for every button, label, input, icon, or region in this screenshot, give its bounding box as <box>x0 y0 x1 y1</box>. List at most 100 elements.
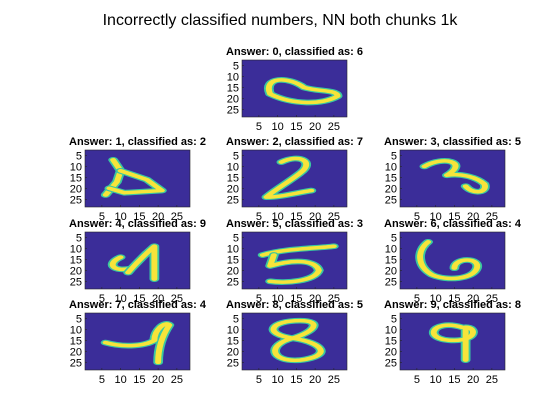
y-tick-label: 10 <box>385 324 397 336</box>
digit-panel-1: Answer: 1, classified as: 25 10 15 20 255101… <box>69 136 206 223</box>
y-tick-label: 20 <box>227 183 239 195</box>
digit-panel-9: Answer: 9, classified as: 85 10 15 20 255101… <box>384 299 521 386</box>
y-tick-label: 20 <box>385 346 397 358</box>
digit-stroke <box>106 169 165 195</box>
x-tick-label: 10 <box>115 374 127 386</box>
digit-image <box>257 243 339 285</box>
x-tick-label: 20 <box>152 374 164 386</box>
x-tick-label: 25 <box>328 293 340 305</box>
x-tick-label: 25 <box>328 211 340 223</box>
y-tick-label: 15 <box>70 172 82 184</box>
digit-panel-5: Answer: 5, classified as: 35 10 15 20 255101… <box>226 218 363 305</box>
y-tick-label: 5 <box>233 150 239 162</box>
x-tick-label: 10 <box>272 374 284 386</box>
digit-image <box>100 321 175 366</box>
x-tick-label: 25 <box>486 374 498 386</box>
y-tick-label: 10 <box>227 71 239 83</box>
x-tick-label: 25 <box>171 293 183 305</box>
y-tick-label: 10 <box>385 161 397 173</box>
x-tick-label: 15 <box>133 293 145 305</box>
digit-image <box>263 77 343 106</box>
x-tick-label: 10 <box>272 293 284 305</box>
x-tick-label: 10 <box>272 121 284 133</box>
y-tick-label: 20 <box>70 346 82 358</box>
digit-stroke <box>263 156 315 199</box>
y-tick-label: 20 <box>385 183 397 195</box>
x-tick-label: 20 <box>152 211 164 223</box>
digit-image <box>100 157 167 198</box>
x-tick-label: 15 <box>133 211 145 223</box>
digit-panel-4: Answer: 4, classified as: 95 10 15 20 255101… <box>69 218 206 305</box>
panel-frame <box>241 59 348 118</box>
panel-title: Answer: 3, classified as: 5 <box>384 136 521 148</box>
panel-title: Answer: 7, classified as: 4 <box>69 299 207 311</box>
x-tick-label: 15 <box>290 211 302 223</box>
x-tick-label: 5 <box>256 293 262 305</box>
x-tick-label: 25 <box>486 211 498 223</box>
x-tick-label: 5 <box>256 374 262 386</box>
x-tick-label: 15 <box>448 293 460 305</box>
y-tick-label: 5 <box>391 150 397 162</box>
y-tick-label: 15 <box>227 254 239 266</box>
y-tick-label: 25 <box>70 194 82 206</box>
x-tick-label: 5 <box>256 211 262 223</box>
x-tick-label: 10 <box>115 293 127 305</box>
x-tick-label: 15 <box>290 374 302 386</box>
digit-image <box>428 322 478 363</box>
y-tick-label: 15 <box>227 335 239 347</box>
x-tick-label: 5 <box>99 374 105 386</box>
y-tick-label: 20 <box>227 93 239 105</box>
y-tick-label: 25 <box>70 276 82 288</box>
y-tick-label: 5 <box>76 150 82 162</box>
panel-title: Answer: 4, classified as: 9 <box>69 218 206 230</box>
panel-frame <box>84 231 191 290</box>
x-tick-label: 5 <box>99 211 105 223</box>
y-tick-label: 5 <box>233 60 239 72</box>
x-tick-label: 5 <box>414 293 420 305</box>
y-tick-label: 15 <box>227 82 239 94</box>
panel-frame <box>241 149 348 208</box>
x-tick-label: 20 <box>309 121 321 133</box>
digit-stroke <box>265 78 341 105</box>
y-tick-label: 15 <box>385 254 397 266</box>
x-tick-label: 15 <box>290 293 302 305</box>
digit-stroke <box>430 323 476 362</box>
y-tick-label: 25 <box>385 194 397 206</box>
digit-panel-7: Answer: 7, classified as: 45 10 15 20 255101… <box>69 299 207 386</box>
x-tick-label: 20 <box>467 211 479 223</box>
digit-image <box>261 155 317 200</box>
y-tick-label: 10 <box>227 161 239 173</box>
x-tick-label: 20 <box>309 211 321 223</box>
x-tick-label: 25 <box>171 211 183 223</box>
y-tick-label: 25 <box>227 276 239 288</box>
panel-title: Answer: 1, classified as: 2 <box>69 136 206 148</box>
y-tick-label: 10 <box>385 243 397 255</box>
y-tick-label: 20 <box>70 265 82 277</box>
figure-title: Incorrectly classified numbers, NN both … <box>103 12 459 29</box>
panel-background <box>242 60 347 117</box>
x-tick-label: 15 <box>290 121 302 133</box>
digit-panel-6: Answer: 6, classified as: 45 10 15 20 255101… <box>384 218 522 305</box>
digit-stroke <box>421 159 488 194</box>
y-tick-label: 25 <box>70 357 82 369</box>
y-tick-label: 20 <box>385 265 397 277</box>
x-tick-label: 25 <box>171 374 183 386</box>
digit-stroke <box>267 253 322 284</box>
digit-panel-8: Answer: 8, classified as: 55 10 15 20 255101… <box>226 299 363 386</box>
y-tick-label: 25 <box>227 194 239 206</box>
digit-stroke <box>102 322 173 365</box>
x-tick-label: 15 <box>133 374 145 386</box>
digit-panel-0: Answer: 0, classified as: 65 10 15 20 255101… <box>226 46 363 133</box>
x-tick-label: 15 <box>448 211 460 223</box>
digit-stroke <box>259 244 337 257</box>
x-tick-label: 5 <box>414 374 420 386</box>
x-tick-label: 10 <box>115 211 127 223</box>
y-tick-label: 10 <box>227 243 239 255</box>
y-tick-label: 5 <box>76 232 82 244</box>
x-tick-label: 25 <box>328 121 340 133</box>
panel-frame <box>241 312 348 371</box>
y-tick-label: 10 <box>70 161 82 173</box>
panel-frame <box>84 312 191 371</box>
x-tick-label: 10 <box>430 211 442 223</box>
panel-title: Answer: 5, classified as: 3 <box>226 218 363 230</box>
